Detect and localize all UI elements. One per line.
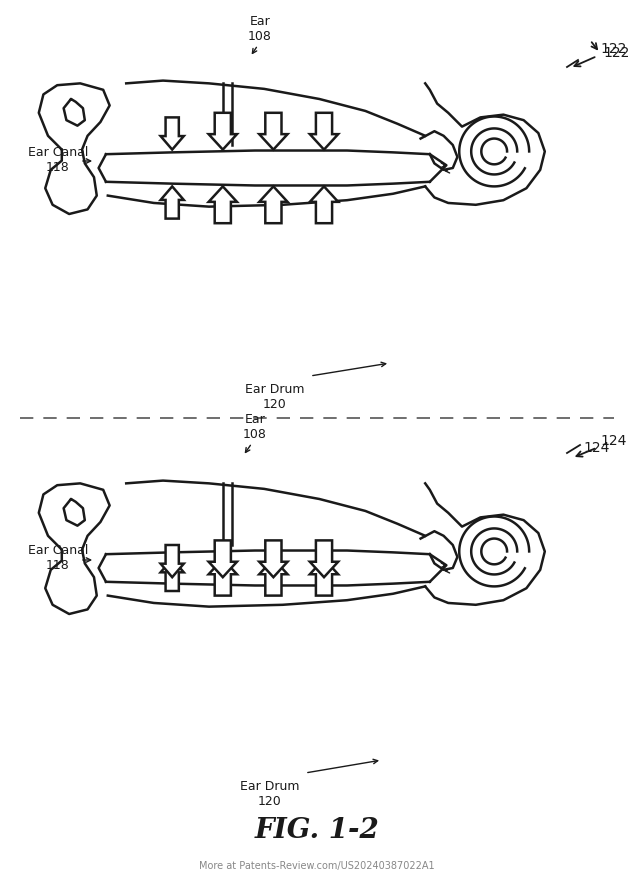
Polygon shape: [259, 186, 288, 223]
Text: Ear Canal
118: Ear Canal 118: [28, 146, 88, 174]
Polygon shape: [259, 113, 288, 149]
Text: FIG. 1-2: FIG. 1-2: [255, 816, 379, 844]
Text: 124: 124: [576, 434, 626, 456]
Text: Ear Canal
118: Ear Canal 118: [28, 544, 88, 572]
Polygon shape: [259, 541, 288, 577]
Text: Ear
108: Ear 108: [243, 413, 267, 441]
Polygon shape: [310, 186, 338, 223]
Polygon shape: [209, 541, 237, 577]
Text: 122: 122: [603, 46, 630, 60]
Text: More at Patents-Review.com/US20240387022A1: More at Patents-Review.com/US20240387022…: [199, 861, 435, 871]
Polygon shape: [160, 186, 184, 218]
Polygon shape: [160, 559, 184, 591]
Text: Ear Drum
120: Ear Drum 120: [245, 383, 305, 411]
Polygon shape: [209, 113, 237, 149]
Polygon shape: [160, 545, 184, 577]
Polygon shape: [310, 541, 338, 577]
Text: 122: 122: [574, 42, 626, 67]
Polygon shape: [209, 559, 237, 596]
Polygon shape: [209, 186, 237, 223]
Text: 124: 124: [583, 441, 609, 455]
Polygon shape: [160, 117, 184, 149]
Polygon shape: [310, 113, 338, 149]
Text: Ear
108: Ear 108: [248, 15, 272, 43]
Text: Ear Drum
120: Ear Drum 120: [240, 780, 300, 808]
Polygon shape: [310, 559, 338, 596]
Polygon shape: [259, 559, 288, 596]
